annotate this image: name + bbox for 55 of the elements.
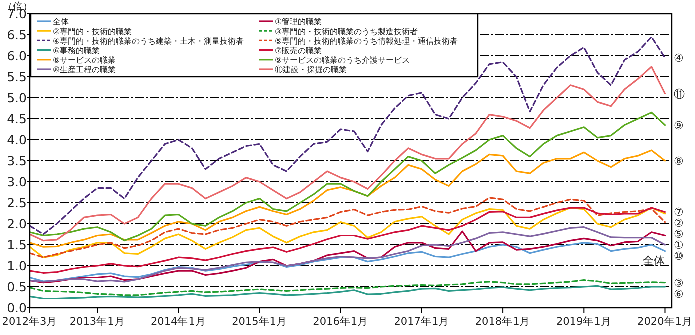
line-series — [29, 207, 666, 274]
y-tick-label: 4.5 — [7, 112, 27, 126]
legend-label: ⑤専門的・技術的職業のうち情報処理・通信技術者 — [275, 36, 458, 46]
y-tick-label: 0.0 — [7, 300, 28, 316]
y-tick-label: 1.0 — [7, 258, 28, 274]
legend-label: ④専門的・技術的職業のうち建築・土木・測量技術者 — [53, 36, 244, 46]
annotation: ⑥ — [674, 288, 684, 301]
legend-label: ⑩生産工程の職業 — [53, 66, 116, 75]
annotation: ③ — [674, 276, 684, 290]
y-tick-label: 6.0 — [7, 48, 28, 64]
legend-label: ①管理的職業 — [275, 18, 322, 27]
annotation: ④ — [674, 52, 684, 66]
legend-label: ⑥事務的職業 — [53, 46, 100, 56]
x-tick-label: 2019年1月 — [556, 316, 612, 328]
x-tick-label: 2016年1月 — [313, 316, 369, 328]
line-series — [29, 112, 666, 242]
y-tick-label: 3.5 — [7, 154, 27, 168]
y-tick-label: 5.5 — [7, 70, 27, 84]
line-series — [29, 242, 666, 282]
y-tick-label: 5.0 — [7, 90, 28, 106]
x-tick-label: 2020年1月 — [638, 316, 693, 328]
legend-label: ⑦販売の職業 — [275, 46, 322, 56]
x-tick-label: 2015年1月 — [232, 316, 288, 328]
annotation: ⑨ — [674, 119, 684, 132]
y-tick-label: 2.0 — [7, 216, 28, 232]
annotation: 全体 — [643, 254, 666, 268]
line-series — [29, 150, 666, 248]
legend-label: ⑧サービスの職業 — [53, 56, 116, 66]
x-tick-label: 2018年1月 — [475, 316, 531, 328]
annotation: ⑧ — [674, 155, 684, 168]
legend-label: ②専門的・技術的職業 — [53, 27, 132, 36]
y-tick-label: 0.5 — [7, 280, 27, 294]
x-tick-label: 2012年3月 — [2, 316, 58, 328]
line-series — [29, 285, 666, 300]
x-tick-label: 2014年1月 — [150, 316, 206, 328]
annotation: ⑦ — [674, 206, 684, 220]
y-tick-label: 4.0 — [7, 132, 28, 148]
annotation: ⑩ — [674, 250, 684, 264]
annotation: ⑤ — [674, 228, 684, 242]
annotation: ① — [674, 239, 684, 252]
y-tick-label: 3.0 — [7, 174, 28, 190]
y-tick-label: 2.5 — [7, 196, 27, 210]
legend-label: 全体 — [53, 18, 69, 27]
line-series — [29, 66, 666, 242]
annotation: ② — [674, 217, 684, 230]
line-series — [29, 36, 666, 236]
x-tick-label: 2013年1月 — [70, 316, 126, 328]
legend-label: ⑨サービスの職業のうち介護サービス — [275, 56, 410, 66]
line-series — [29, 279, 666, 296]
legend-label: ⑪建設・採掘の職業 — [275, 66, 347, 75]
annotation: ⑪ — [674, 88, 685, 101]
legend-label: ③専門的・技術的職業のうち製造技術者 — [275, 27, 418, 36]
y-tick-label: 6.5 — [7, 28, 27, 42]
y-tick-label: 1.5 — [7, 238, 27, 252]
x-tick-label: 2017年1月 — [394, 316, 450, 328]
